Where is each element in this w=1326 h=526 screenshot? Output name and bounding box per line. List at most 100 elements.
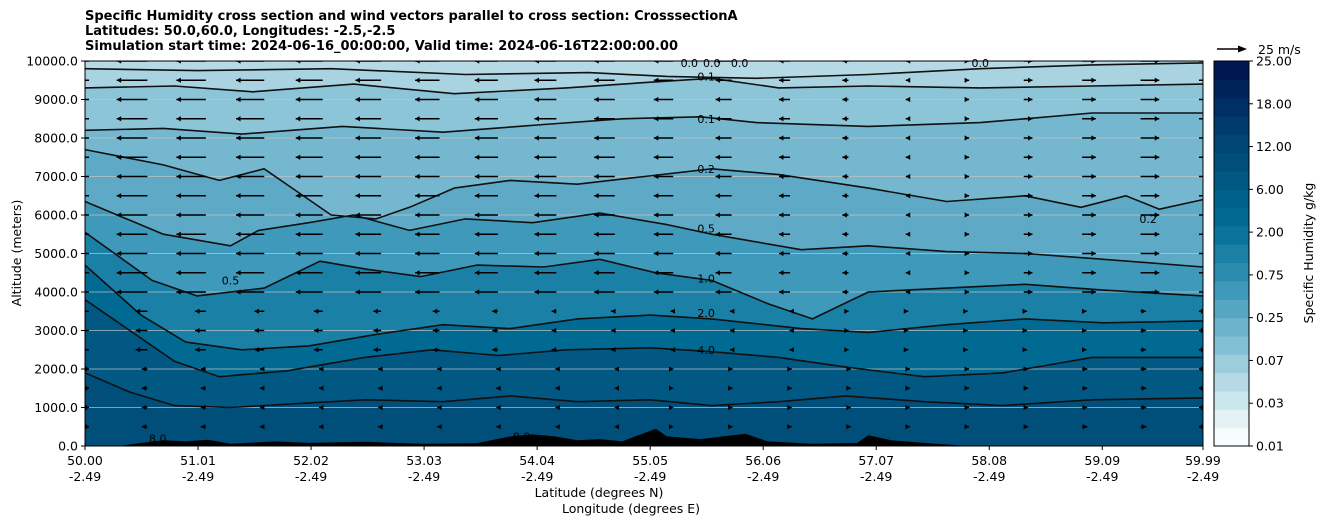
wind-vector-head xyxy=(670,308,676,314)
colorbar-segment-9 xyxy=(1214,262,1249,282)
wind-vector-head xyxy=(259,366,265,372)
colorbar-tick-label-2: 0.07 xyxy=(1256,353,1284,368)
wind-vector-head xyxy=(236,231,241,237)
wind-vector-head xyxy=(236,193,241,199)
reference-vector-key: 25 m/s xyxy=(1217,42,1301,57)
wind-vector-head xyxy=(1023,385,1029,391)
wind-vector-head xyxy=(1028,77,1033,83)
colorbar-segment-14 xyxy=(1214,171,1249,190)
wind-vector-head xyxy=(1082,404,1088,411)
wind-vector-head xyxy=(534,135,539,141)
y-axis-label: Altitude (meters) xyxy=(9,200,24,307)
wind-vector-head xyxy=(1141,404,1147,411)
wind-vector-head xyxy=(474,135,480,141)
wind-vector-head xyxy=(905,61,911,64)
wind-vector-head xyxy=(116,212,122,218)
wind-vector-head xyxy=(295,61,301,64)
wind-vector-head xyxy=(355,77,360,83)
wind-vector-head xyxy=(355,173,360,180)
wind-vector-head xyxy=(728,424,733,430)
wind-vector-head xyxy=(313,347,319,353)
wind-vector-head xyxy=(1023,424,1029,430)
reference-vector-label: 25 m/s xyxy=(1258,42,1301,57)
wind-vector-head xyxy=(1200,424,1203,430)
wind-vector-head xyxy=(534,231,539,237)
wind-vector-head xyxy=(415,212,420,218)
wind-vector-head xyxy=(715,135,721,141)
wind-vector-head xyxy=(594,77,599,83)
wind-vector-head xyxy=(236,77,241,83)
wind-vector-head xyxy=(355,154,360,160)
colorbar-tick-label-5: 2.00 xyxy=(1256,225,1284,240)
wind-vector-head xyxy=(85,366,88,372)
colorbar-label: Specific Humidity g/kg xyxy=(1301,183,1316,324)
wind-vector-head xyxy=(551,308,557,314)
wind-vector-head xyxy=(778,135,784,141)
wind-vector-head xyxy=(200,366,206,372)
wind-vector-head xyxy=(534,193,539,199)
colorbar-segment-4 xyxy=(1214,354,1249,374)
wind-vector-head xyxy=(474,250,480,257)
wind-vector-head xyxy=(653,250,659,257)
wind-vector-head xyxy=(669,424,674,430)
wind-vector-head xyxy=(474,116,480,122)
wind-vector-head xyxy=(653,231,659,237)
wind-vector-head xyxy=(778,289,784,295)
wind-vector-head xyxy=(116,154,122,160)
wind-vector-head xyxy=(85,404,88,411)
contour-line-6 xyxy=(85,264,1203,351)
contour-label-2: 0.2 xyxy=(697,163,715,176)
wind-vector-head xyxy=(1082,327,1087,334)
x-tick-lat-label-10: 59.99 xyxy=(1185,453,1221,468)
wind-vector-head xyxy=(259,385,265,391)
wind-vector-head xyxy=(715,116,721,122)
x-tick-lat-label-1: 51.01 xyxy=(180,453,216,468)
wind-vector-head xyxy=(474,212,480,218)
wind-vector-head xyxy=(1154,193,1160,199)
wind-vector-head xyxy=(318,404,324,411)
wind-vector-head xyxy=(1023,366,1029,372)
wind-vector-head xyxy=(1141,385,1147,391)
wind-vector-head xyxy=(778,77,784,83)
wind-vector-head xyxy=(259,424,265,430)
x-tick-lon-label-6: -2.49 xyxy=(747,469,779,484)
wind-vector-head xyxy=(614,424,619,430)
contour-labels: 0.1 0.1 0.2 0.5 1.0 2.0 4.0 0.5 0.2 8.0 8.0 0.0 0.0 0… xyxy=(149,57,1157,445)
colorbar-segment-19 xyxy=(1214,79,1249,99)
contour-label-11: 0.0 xyxy=(681,57,699,70)
colorbar-tick-label-4: 0.75 xyxy=(1256,267,1284,282)
wind-vector-head xyxy=(415,193,420,199)
wind-vector-head xyxy=(373,327,378,334)
wind-vector-head xyxy=(492,308,497,314)
x-tick-lon-label-7: -2.49 xyxy=(860,469,892,484)
wind-vector-head xyxy=(236,135,241,141)
wind-vector-head xyxy=(437,385,442,391)
x-tick-lat-label-0: 50.00 xyxy=(67,453,103,468)
wind-vector-head xyxy=(905,135,911,141)
wind-vector-head xyxy=(236,250,241,257)
contour-line-7 xyxy=(85,299,1203,378)
wind-vector-head xyxy=(963,347,968,353)
wind-vector-head xyxy=(903,327,909,334)
wind-vector-head xyxy=(1091,77,1096,83)
wind-vector-head xyxy=(555,385,560,391)
wind-vector-head xyxy=(141,366,147,372)
colorbar-segment-7 xyxy=(1214,299,1249,319)
contour-label-9: 8.0 xyxy=(149,432,167,445)
colorbar-segment-15 xyxy=(1214,152,1249,172)
wind-vector-head xyxy=(1022,308,1028,314)
wind-vector-head xyxy=(1028,96,1033,103)
x-tick-lat-label-5: 55.05 xyxy=(632,453,668,468)
wind-vector-head xyxy=(614,404,619,411)
colorbar-segment-0 xyxy=(1214,427,1249,447)
wind-vector-head xyxy=(905,173,911,180)
contour-label-8: 0.2 xyxy=(1139,213,1157,226)
wind-vector-head xyxy=(135,347,141,353)
wind-vector-head xyxy=(905,154,911,160)
wind-vector-head xyxy=(474,289,480,295)
wind-vector-head xyxy=(787,366,792,372)
wind-vector-head xyxy=(378,424,383,430)
colorbar-segment-12 xyxy=(1214,207,1249,227)
wind-vector-head xyxy=(474,61,480,64)
chart-title-line-3: Simulation start time: 2024-06-16_00:00:… xyxy=(85,39,678,54)
